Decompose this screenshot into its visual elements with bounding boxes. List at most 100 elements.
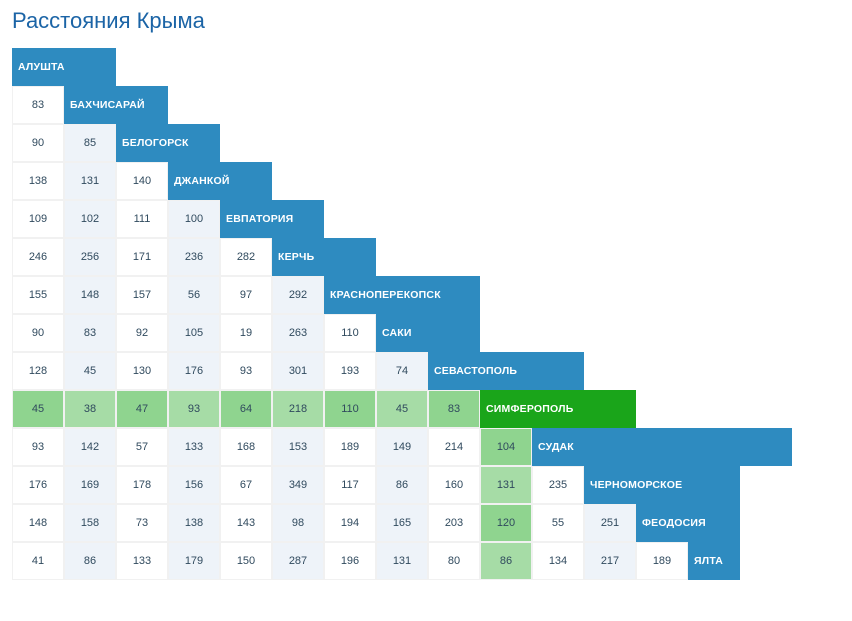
distance-cell: 196 bbox=[324, 542, 376, 580]
distance-cell: 263 bbox=[272, 314, 324, 352]
distance-cell: 86 bbox=[64, 542, 116, 580]
distance-cell: 133 bbox=[116, 542, 168, 580]
distance-cell: 158 bbox=[64, 504, 116, 542]
distance-cell: 214 bbox=[428, 428, 480, 466]
distance-cell: 93 bbox=[12, 428, 64, 466]
distance-cell: 140 bbox=[116, 162, 168, 200]
distance-cell: 236 bbox=[168, 238, 220, 276]
distance-cell: 217 bbox=[584, 542, 636, 580]
distance-cell: 149 bbox=[376, 428, 428, 466]
distance-cell: 131 bbox=[376, 542, 428, 580]
distance-cell: 131 bbox=[480, 466, 532, 504]
city-label: КЕРЧЬ bbox=[272, 238, 376, 276]
distance-cell: 150 bbox=[220, 542, 272, 580]
distance-cell: 256 bbox=[64, 238, 116, 276]
distance-cell: 156 bbox=[168, 466, 220, 504]
distance-cell: 153 bbox=[272, 428, 324, 466]
distance-cell: 93 bbox=[168, 390, 220, 428]
distance-cell: 143 bbox=[220, 504, 272, 542]
distance-matrix: АЛУШТА83БАХЧИСАРАЙ9085БЕЛОГОРСК138131140… bbox=[12, 48, 840, 580]
distance-cell: 134 bbox=[532, 542, 584, 580]
city-label: КРАСНОПЕРЕКОПСК bbox=[324, 276, 480, 314]
distance-cell: 235 bbox=[532, 466, 584, 504]
distance-cell: 130 bbox=[116, 352, 168, 390]
distance-cell: 47 bbox=[116, 390, 168, 428]
distance-cell: 67 bbox=[220, 466, 272, 504]
distance-cell: 86 bbox=[480, 542, 532, 580]
distance-cell: 93 bbox=[220, 352, 272, 390]
distance-cell: 142 bbox=[64, 428, 116, 466]
distance-cell: 157 bbox=[116, 276, 168, 314]
distance-cell: 176 bbox=[12, 466, 64, 504]
distance-cell: 74 bbox=[376, 352, 428, 390]
distance-cell: 105 bbox=[168, 314, 220, 352]
distance-cell: 86 bbox=[376, 466, 428, 504]
distance-cell: 56 bbox=[168, 276, 220, 314]
distance-cell: 246 bbox=[12, 238, 64, 276]
distance-cell: 110 bbox=[324, 390, 376, 428]
distance-cell: 98 bbox=[272, 504, 324, 542]
distance-cell: 45 bbox=[376, 390, 428, 428]
distance-cell: 131 bbox=[64, 162, 116, 200]
distance-cell: 155 bbox=[12, 276, 64, 314]
distance-cell: 45 bbox=[12, 390, 64, 428]
distance-cell: 120 bbox=[480, 504, 532, 542]
distance-cell: 138 bbox=[168, 504, 220, 542]
distance-cell: 38 bbox=[64, 390, 116, 428]
city-label: СУДАК bbox=[532, 428, 792, 466]
city-label: ДЖАНКОЙ bbox=[168, 162, 272, 200]
distance-cell: 203 bbox=[428, 504, 480, 542]
page-title: Расстояния Крыма bbox=[12, 8, 840, 34]
distance-cell: 282 bbox=[220, 238, 272, 276]
distance-cell: 133 bbox=[168, 428, 220, 466]
distance-cell: 178 bbox=[116, 466, 168, 504]
city-label: ЧЕРНОМОРСКОЕ bbox=[584, 466, 740, 504]
distance-cell: 83 bbox=[428, 390, 480, 428]
city-label: СЕВАСТОПОЛЬ bbox=[428, 352, 584, 390]
distance-cell: 100 bbox=[168, 200, 220, 238]
city-label: БЕЛОГОРСК bbox=[116, 124, 220, 162]
distance-cell: 193 bbox=[324, 352, 376, 390]
distance-cell: 194 bbox=[324, 504, 376, 542]
distance-cell: 90 bbox=[12, 124, 64, 162]
distance-cell: 19 bbox=[220, 314, 272, 352]
city-label: ЯЛТА bbox=[688, 542, 740, 580]
distance-cell: 90 bbox=[12, 314, 64, 352]
distance-cell: 92 bbox=[116, 314, 168, 352]
distance-cell: 148 bbox=[12, 504, 64, 542]
distance-cell: 55 bbox=[532, 504, 584, 542]
distance-cell: 57 bbox=[116, 428, 168, 466]
distance-cell: 138 bbox=[12, 162, 64, 200]
distance-cell: 102 bbox=[64, 200, 116, 238]
distance-cell: 189 bbox=[636, 542, 688, 580]
distance-cell: 97 bbox=[220, 276, 272, 314]
city-label: СИМФЕРОПОЛЬ bbox=[480, 390, 636, 428]
distance-cell: 109 bbox=[12, 200, 64, 238]
distance-cell: 117 bbox=[324, 466, 376, 504]
distance-cell: 85 bbox=[64, 124, 116, 162]
distance-cell: 179 bbox=[168, 542, 220, 580]
distance-cell: 104 bbox=[480, 428, 532, 466]
distance-cell: 83 bbox=[64, 314, 116, 352]
distance-cell: 168 bbox=[220, 428, 272, 466]
city-label: САКИ bbox=[376, 314, 480, 352]
distance-cell: 64 bbox=[220, 390, 272, 428]
distance-cell: 287 bbox=[272, 542, 324, 580]
distance-cell: 73 bbox=[116, 504, 168, 542]
city-label: АЛУШТА bbox=[12, 48, 116, 86]
distance-cell: 80 bbox=[428, 542, 480, 580]
distance-cell: 83 bbox=[12, 86, 64, 124]
distance-cell: 169 bbox=[64, 466, 116, 504]
distance-cell: 301 bbox=[272, 352, 324, 390]
distance-cell: 171 bbox=[116, 238, 168, 276]
distance-cell: 111 bbox=[116, 200, 168, 238]
distance-cell: 165 bbox=[376, 504, 428, 542]
distance-cell: 218 bbox=[272, 390, 324, 428]
distance-cell: 349 bbox=[272, 466, 324, 504]
distance-cell: 41 bbox=[12, 542, 64, 580]
distance-cell: 148 bbox=[64, 276, 116, 314]
distance-cell: 189 bbox=[324, 428, 376, 466]
distance-cell: 110 bbox=[324, 314, 376, 352]
distance-cell: 128 bbox=[12, 352, 64, 390]
city-label: БАХЧИСАРАЙ bbox=[64, 86, 168, 124]
